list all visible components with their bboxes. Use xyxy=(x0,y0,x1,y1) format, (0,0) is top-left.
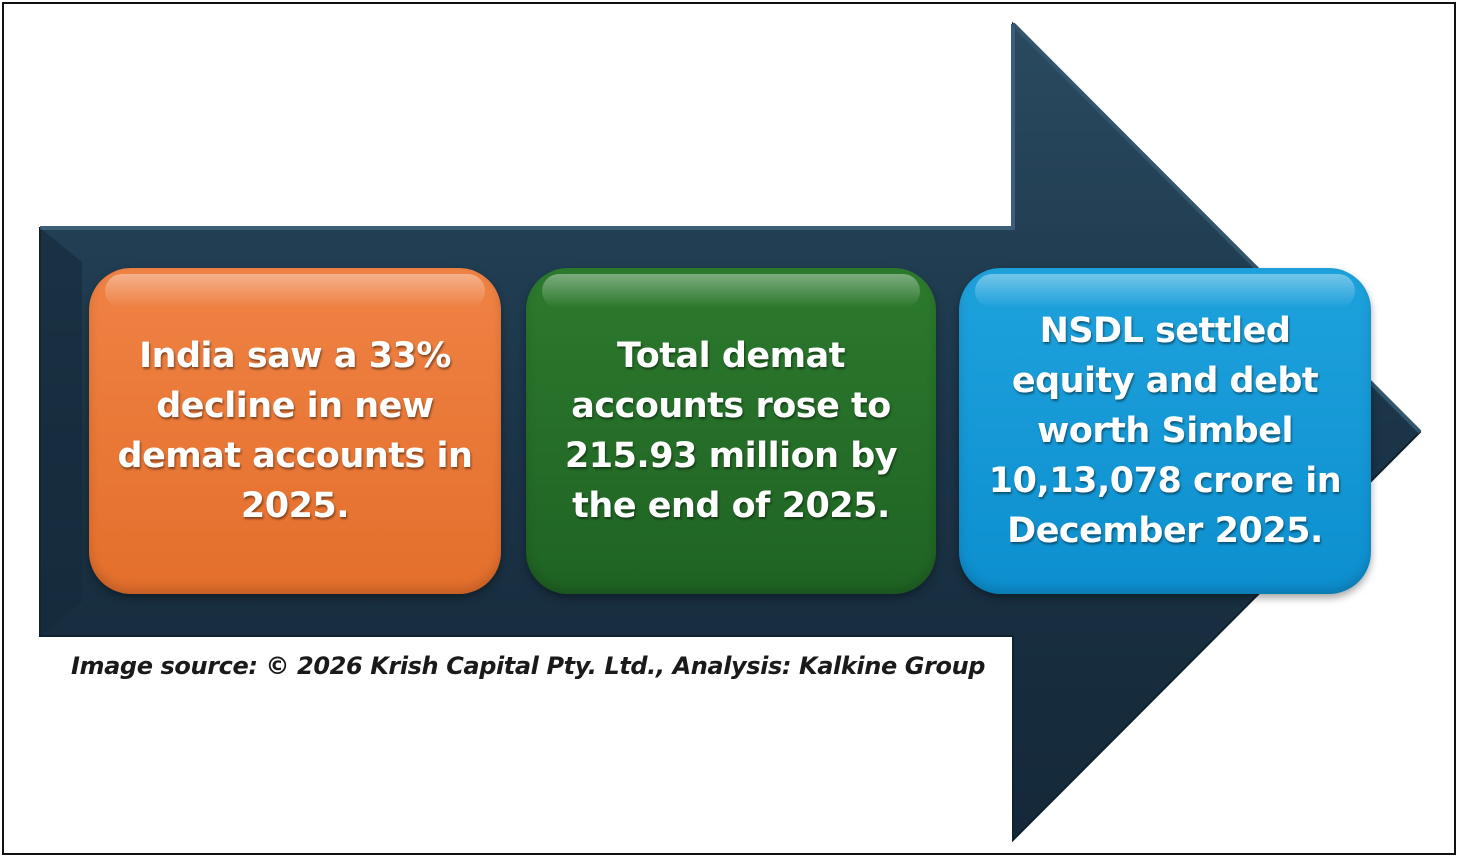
stat-box-new-demat-decline: India saw a 33% decline in new demat acc… xyxy=(89,268,501,594)
stat-text-2: Total demat accounts rose to 215.93 mill… xyxy=(564,336,898,526)
stat-box-total-demat: Total demat accounts rose to 215.93 mill… xyxy=(526,268,936,594)
stat-text-3: NSDL settled equity and debt worth Simbe… xyxy=(988,311,1342,551)
image-source-caption: Image source: © 2026 Krish Capital Pty. … xyxy=(71,652,986,680)
stat-text-1: India saw a 33% decline in new demat acc… xyxy=(117,336,473,526)
stat-box-nsdl-settlement: NSDL settled equity and debt worth Simbe… xyxy=(959,268,1371,594)
